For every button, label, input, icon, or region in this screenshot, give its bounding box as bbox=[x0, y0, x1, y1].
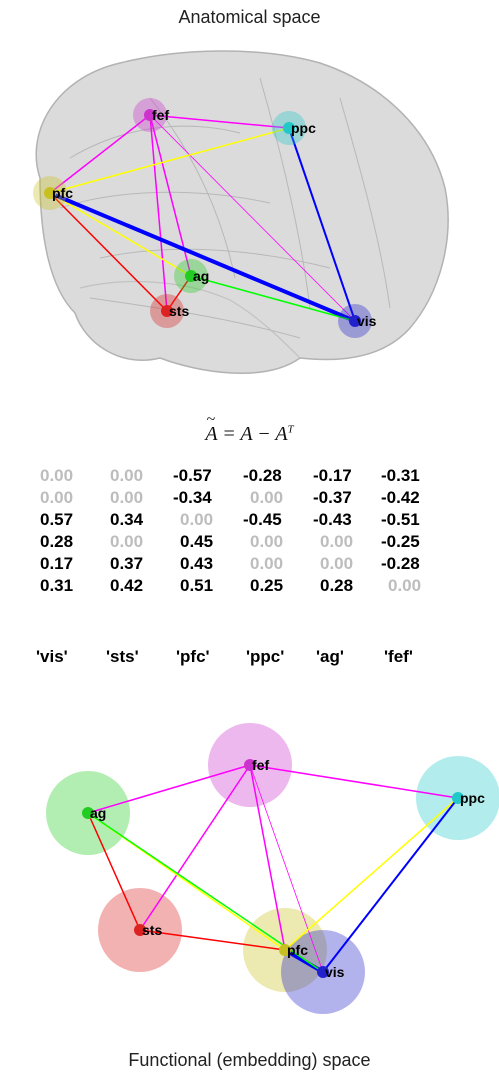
fef-pfc-edge bbox=[249, 764, 286, 951]
matrix-cell: -0.17 bbox=[313, 466, 352, 485]
sts-label: sts bbox=[169, 303, 189, 319]
matrix-cell: 0.45 bbox=[180, 532, 214, 551]
matrix-cell: 0.00 bbox=[110, 488, 144, 507]
matrix-cell: -0.57 bbox=[173, 466, 212, 485]
pfc-node bbox=[279, 944, 291, 956]
anatomical-space-diagram: fef ppc pfc ag sts vis bbox=[33, 50, 449, 374]
matrix-cell: 0.00 bbox=[40, 488, 74, 507]
matrix-cell: 0.34 bbox=[110, 510, 144, 529]
fef-label: fef bbox=[252, 757, 269, 773]
matrix-cell: 0.00 bbox=[388, 576, 422, 595]
ppc-vis-edge bbox=[322, 797, 459, 973]
fef-sts-edge bbox=[149, 114, 168, 312]
fef-node bbox=[144, 109, 156, 121]
equation: A = A − AT bbox=[0, 423, 499, 446]
fef-ag-edge bbox=[87, 764, 251, 814]
pfc-ppc-edge bbox=[284, 797, 459, 951]
matrix-cell: 0.00 bbox=[110, 532, 144, 551]
ag-sts-edge bbox=[166, 275, 192, 312]
vis-node bbox=[317, 966, 329, 978]
fef-ppc-edge bbox=[249, 764, 459, 799]
pfc-label: pfc bbox=[287, 942, 308, 958]
matrix-cell: -0.37 bbox=[313, 488, 352, 507]
matrix-cell: 0.00 bbox=[250, 554, 284, 573]
matrix-cell: -0.51 bbox=[381, 510, 420, 529]
fef-label: fef bbox=[152, 107, 169, 123]
vis-label: vis bbox=[357, 313, 377, 329]
ppc-label: ppc bbox=[460, 790, 485, 806]
fef-pfc-edge bbox=[49, 114, 151, 194]
matrix-cell: -0.45 bbox=[243, 510, 282, 529]
functional-space-diagram: fef ppc ag sts pfc vis bbox=[46, 723, 499, 1014]
matrix-cell: 0.00 bbox=[250, 532, 284, 551]
matrix-cell: 0.42 bbox=[110, 576, 144, 595]
functional-space-title: Functional (embedding) space bbox=[128, 1050, 371, 1070]
fef-vis-edge bbox=[149, 114, 356, 322]
pfc-sts-edge bbox=[49, 192, 168, 312]
pfc-node bbox=[44, 187, 56, 199]
matrix-cell: 0.17 bbox=[40, 554, 74, 573]
matrix-cell: 0.00 bbox=[320, 532, 354, 551]
equation-rhs-a: A bbox=[240, 423, 253, 445]
fef-vis-edge bbox=[249, 764, 324, 973]
pfc-ppc-edge bbox=[49, 127, 290, 194]
matrix-cell: 0.00 bbox=[320, 554, 354, 573]
ppc-node bbox=[283, 122, 295, 134]
equation-rhs-b: A bbox=[275, 423, 288, 445]
vis-label: vis bbox=[325, 964, 345, 980]
matrix-label: 'ppc' bbox=[246, 647, 285, 666]
pfc-label: pfc bbox=[52, 185, 73, 201]
matrix-cell: -0.31 bbox=[381, 466, 420, 485]
sts-label: sts bbox=[142, 922, 162, 938]
matrix-cell: 0.00 bbox=[110, 466, 144, 485]
matrix-cell: -0.25 bbox=[381, 532, 420, 551]
matrix-cell: 0.28 bbox=[320, 576, 354, 595]
ppc-node bbox=[452, 792, 464, 804]
matrix-cell: 0.51 bbox=[180, 576, 214, 595]
ag-vis-edge bbox=[190, 275, 356, 322]
ag-sts-edge bbox=[87, 812, 141, 931]
ag-label: ag bbox=[90, 805, 106, 821]
matrix-cell: 0.31 bbox=[40, 576, 74, 595]
matrix-cell: -0.43 bbox=[313, 510, 352, 529]
matrix-label: 'vis' bbox=[36, 647, 68, 666]
matrix-label: 'ag' bbox=[316, 647, 344, 666]
matrix-cell: 0.37 bbox=[110, 554, 144, 573]
fef-node bbox=[244, 759, 256, 771]
matrix-cell: 0.43 bbox=[180, 554, 214, 573]
ppc-vis-edge bbox=[288, 127, 356, 322]
matrix-cell: -0.28 bbox=[243, 466, 282, 485]
matrix-label: 'fef' bbox=[384, 647, 413, 666]
ag-node bbox=[82, 807, 94, 819]
anatomical-space-title: Anatomical space bbox=[178, 7, 321, 27]
matrix-cell: -0.42 bbox=[381, 488, 420, 507]
sts-node bbox=[161, 305, 173, 317]
matrix-cell: 0.57 bbox=[40, 510, 74, 529]
pfc-vis-edge bbox=[49, 191, 356, 323]
vis-node bbox=[349, 315, 361, 327]
ag-label: ag bbox=[193, 268, 209, 284]
ag-node bbox=[185, 270, 197, 282]
ppc-label: ppc bbox=[291, 120, 316, 136]
matrix-cell: 0.25 bbox=[250, 576, 284, 595]
fef-sts-edge bbox=[139, 764, 251, 931]
matrix-label: 'pfc' bbox=[176, 647, 210, 666]
matrix-cell: -0.28 bbox=[381, 554, 420, 573]
matrix-cell: 0.00 bbox=[250, 488, 284, 507]
matrix-label: 'sts' bbox=[106, 647, 139, 666]
equation-transpose: T bbox=[287, 423, 294, 436]
fef-ppc-edge bbox=[149, 114, 290, 129]
matrix-cell: 0.00 bbox=[40, 466, 74, 485]
sts-node bbox=[134, 924, 146, 936]
equation-lhs: A bbox=[205, 423, 217, 445]
matrix-cell: 0.00 bbox=[180, 510, 214, 529]
matrix-cell: 0.28 bbox=[40, 532, 74, 551]
pfc-sts-edge bbox=[139, 929, 286, 951]
matrix-cell: -0.34 bbox=[173, 488, 212, 507]
pfc-ag-edge bbox=[49, 192, 192, 277]
